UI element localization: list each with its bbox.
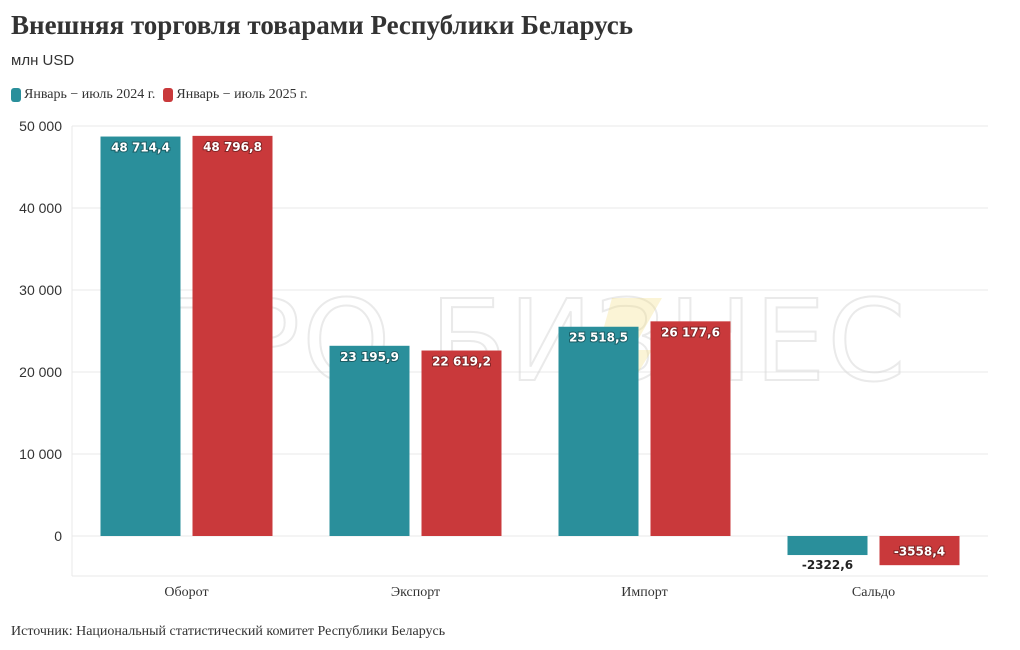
legend-label-2024: Январь − июль 2024 г. (24, 87, 156, 102)
x-category-label: Оборот (164, 585, 208, 600)
data-label: 48 714,4 (111, 141, 170, 155)
bar-2024 (558, 326, 639, 536)
legend-label-2025: Январь − июль 2025 г. (176, 87, 308, 102)
source-note: Источник: Национальный статистический ко… (11, 624, 446, 639)
x-category-label: Импорт (621, 585, 667, 600)
chart-title: Внешняя торговля товарами Республики Бел… (11, 10, 634, 40)
y-tick-label: 50 000 (19, 118, 62, 134)
bar-2025 (879, 536, 960, 566)
y-tick-label: 0 (54, 528, 62, 544)
data-label: -2322,6 (802, 558, 853, 572)
y-tick-label: 10 000 (19, 446, 62, 462)
data-label: 22 619,2 (432, 355, 491, 369)
data-label: 48 796,8 (203, 140, 262, 154)
data-label: -3558,4 (894, 545, 945, 559)
x-category-label: Экспорт (391, 585, 440, 600)
bar-2025 (650, 321, 731, 536)
bar-2024 (329, 345, 410, 536)
legend-item-2025[interactable]: Январь − июль 2025 г. (163, 87, 308, 103)
chart-subtitle: млн USD (11, 52, 75, 69)
bar-2025 (421, 350, 502, 536)
legend-item-2024[interactable]: Январь − июль 2024 г. (11, 87, 155, 103)
data-label: 25 518,5 (569, 331, 628, 345)
legend-swatch-2025 (163, 88, 174, 102)
y-tick-label: 20 000 (19, 364, 62, 380)
bar-2025 (192, 135, 273, 536)
legend-swatch-2024 (11, 88, 21, 102)
data-label: 23 195,9 (340, 350, 399, 364)
bar-2024 (787, 536, 868, 556)
bar-2024 (100, 136, 181, 536)
data-label: 26 177,6 (661, 325, 720, 339)
x-category-label: Сальдо (852, 585, 895, 600)
y-tick-label: 40 000 (19, 200, 62, 216)
legend: Январь − июль 2024 г. Январь − июль 2025… (11, 87, 316, 103)
y-tick-label: 30 000 (19, 282, 62, 298)
